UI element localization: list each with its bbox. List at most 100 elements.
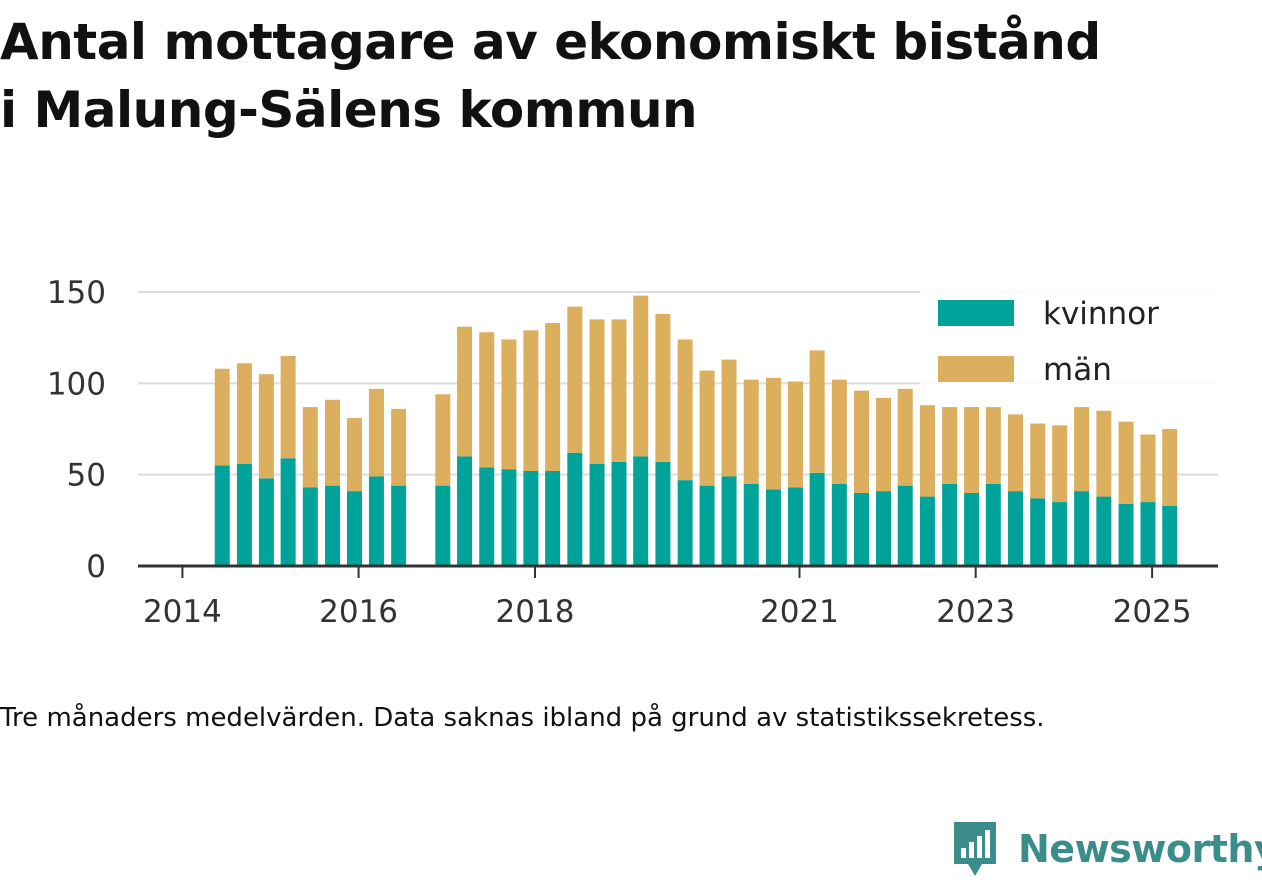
- legend-swatch-kvinnor: [938, 300, 1014, 326]
- bar-man: [743, 379, 759, 484]
- footnote: Tre månaders medelvärden. Data saknas ib…: [0, 703, 1045, 733]
- x-tick-label: 2023: [936, 594, 1015, 630]
- brand-name: Newsworthy: [1018, 827, 1262, 871]
- bar-kvinnor: [743, 483, 759, 566]
- legend-label-man: män: [1043, 352, 1112, 388]
- bar-kvinnor: [258, 478, 274, 566]
- bar-man: [611, 319, 627, 462]
- bar-kvinnor: [567, 452, 583, 566]
- bar-man: [699, 370, 715, 486]
- bar-man: [214, 368, 230, 466]
- bar-man: [258, 374, 274, 479]
- bar-kvinnor: [876, 491, 892, 566]
- bar-man: [501, 339, 517, 470]
- bar-man: [236, 363, 252, 464]
- bar-kvinnor: [677, 480, 693, 566]
- bar-man: [368, 388, 384, 477]
- bar-man: [809, 350, 825, 473]
- bar-kvinnor: [1008, 491, 1024, 566]
- bar-kvinnor: [942, 483, 958, 566]
- bar-kvinnor: [545, 471, 561, 566]
- bar-kvinnor: [1118, 503, 1134, 566]
- bar-man: [567, 306, 583, 453]
- bar-man: [1140, 434, 1156, 503]
- bar-kvinnor: [633, 456, 649, 566]
- bar-man: [1096, 410, 1112, 497]
- bar-kvinnor: [325, 485, 341, 566]
- bar-kvinnor: [1074, 491, 1090, 566]
- x-tick-label: 2014: [143, 594, 222, 630]
- bar-kvinnor: [854, 492, 870, 566]
- chart-title: Antal mottagare av ekonomiskt bistånd i …: [0, 8, 1262, 144]
- x-tick-label: 2016: [319, 594, 398, 630]
- bar-kvinnor: [919, 496, 935, 566]
- bar-man: [1162, 429, 1178, 506]
- bar-kvinnor: [479, 467, 495, 566]
- bar-kvinnor: [765, 489, 781, 566]
- bar-man: [1030, 423, 1046, 499]
- bar-man: [589, 319, 605, 464]
- newsworthy-logo-icon: [954, 822, 996, 876]
- bar-kvinnor: [787, 487, 803, 566]
- bar-kvinnor: [501, 469, 517, 566]
- bar-kvinnor: [346, 491, 362, 566]
- bar-man: [302, 407, 318, 488]
- bar-man: [919, 405, 935, 497]
- bar-man: [942, 407, 958, 484]
- bar-kvinnor: [985, 483, 1001, 566]
- bar-kvinnor: [655, 461, 671, 566]
- x-tick-label: 2021: [760, 594, 839, 630]
- y-tick-label: 150: [47, 275, 106, 311]
- bar-man: [457, 326, 473, 457]
- y-tick-label: 100: [47, 366, 106, 402]
- bar-man: [964, 407, 980, 493]
- bar-kvinnor: [897, 485, 913, 566]
- bar-kvinnor: [611, 461, 627, 566]
- bar-man: [1118, 421, 1134, 504]
- bar-man: [985, 407, 1001, 484]
- bar-kvinnor: [721, 476, 737, 566]
- brand[interactable]: Newsworthy: [950, 818, 1262, 880]
- bar-kvinnor: [699, 485, 715, 566]
- chart-title-line-2: i Malung-Sälens kommun: [0, 81, 698, 139]
- bar-man: [765, 377, 781, 490]
- bar-man: [1008, 414, 1024, 492]
- bar-kvinnor: [1096, 496, 1112, 566]
- bar-man: [280, 355, 296, 459]
- legend-swatch-man: [938, 356, 1014, 382]
- bar-kvinnor: [391, 485, 407, 566]
- bar-man: [897, 388, 913, 486]
- bar-man: [391, 408, 407, 486]
- legend-label-kvinnor: kvinnor: [1043, 296, 1159, 332]
- bar-kvinnor: [1030, 498, 1046, 566]
- bar-kvinnor: [236, 463, 252, 566]
- bar-kvinnor: [523, 471, 539, 566]
- bar-man: [655, 313, 671, 462]
- bar-kvinnor: [435, 485, 451, 566]
- bar-kvinnor: [302, 487, 318, 566]
- bar-man: [1074, 407, 1090, 492]
- bar-man: [787, 381, 803, 488]
- bar-kvinnor: [368, 476, 384, 566]
- bar-man: [346, 418, 362, 492]
- bar-man: [325, 399, 341, 486]
- bar-kvinnor: [809, 472, 825, 566]
- bar-man: [523, 330, 539, 472]
- bar-kvinnor: [1162, 505, 1178, 566]
- bar-man: [545, 323, 561, 472]
- bar-man: [479, 332, 495, 468]
- bar-kvinnor: [964, 492, 980, 566]
- bar-man: [633, 295, 649, 457]
- bar-kvinnor: [280, 458, 296, 566]
- bar-man: [831, 379, 847, 484]
- y-tick-label: 50: [67, 458, 106, 494]
- bar-man: [435, 394, 451, 486]
- bar-kvinnor: [589, 463, 605, 566]
- bar-kvinnor: [831, 483, 847, 566]
- bar-kvinnor: [457, 456, 473, 566]
- bar-man: [876, 397, 892, 492]
- bar-man: [1052, 425, 1068, 503]
- bar-kvinnor: [1052, 502, 1068, 566]
- bar-kvinnor: [1140, 502, 1156, 566]
- x-tick-label: 2025: [1113, 594, 1192, 630]
